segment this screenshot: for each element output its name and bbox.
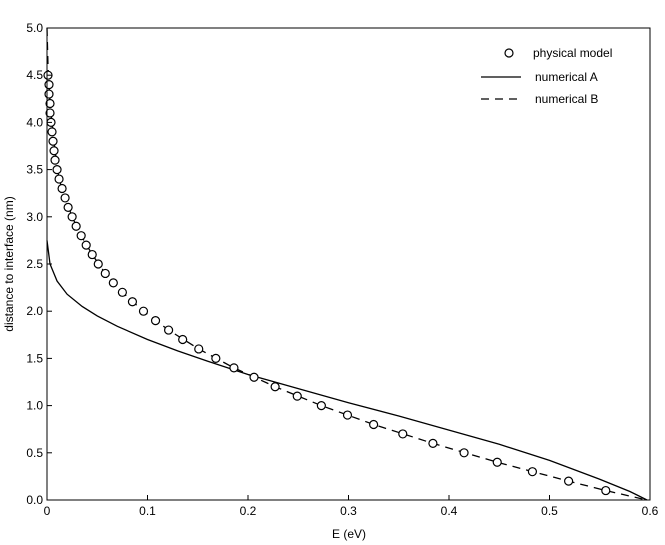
data-point (249, 372, 259, 382)
legend-label-physical-model: physical model (533, 46, 612, 60)
y-tick-label: 4.5 (26, 68, 43, 82)
legend: physical model numerical A numerical B (481, 46, 612, 106)
axes: 0 0.1 0.2 0.3 0.4 0.5 0.6 0.0 0.5 1.0 1.5 2.0 2.5 3.0… (26, 21, 658, 518)
x-tick-label: 0.6 (642, 504, 659, 518)
x-tick-label: 0.5 (541, 504, 558, 518)
y-tick-label: 1.5 (26, 351, 43, 365)
data-point (93, 259, 103, 269)
data-point (229, 363, 239, 373)
legend-label-numerical-b: numerical B (535, 92, 598, 106)
series-line-numerical-a (46, 240, 648, 501)
x-tick-label: 0 (44, 504, 51, 518)
y-axis-label: distance to interface (nm) (2, 196, 16, 331)
data-point (492, 457, 502, 467)
data-point (211, 353, 221, 363)
data-point (49, 146, 59, 156)
data-point (150, 316, 161, 326)
y-tick-label: 2.0 (26, 304, 43, 318)
data-point (54, 174, 64, 184)
data-point (316, 401, 326, 411)
data-point (63, 202, 73, 212)
plot-area (43, 27, 648, 501)
data-point (76, 231, 86, 241)
data-point (527, 467, 538, 477)
data-point (601, 485, 611, 496)
data-point (342, 410, 353, 420)
data-point (398, 429, 408, 439)
legend-marker-physical-model (504, 48, 514, 58)
data-point (108, 278, 118, 288)
data-point (459, 448, 469, 458)
x-tick-label: 0.2 (240, 504, 257, 518)
y-tick-label: 1.0 (26, 399, 43, 413)
data-point (47, 127, 57, 137)
data-point (127, 297, 138, 307)
data-point (117, 287, 127, 297)
data-point (81, 240, 91, 250)
y-tick-label: 0.0 (26, 493, 43, 507)
x-axis-label: E (eV) (332, 527, 366, 541)
y-tick-label: 4.0 (26, 115, 43, 129)
data-point (48, 136, 58, 146)
data-point (428, 438, 438, 448)
x-tick-label: 0.3 (340, 504, 357, 518)
data-point (164, 325, 174, 335)
data-point (369, 419, 379, 430)
data-point (50, 155, 60, 165)
data-point (57, 183, 67, 194)
data-point (100, 268, 110, 279)
x-tick-label: 0.4 (441, 504, 458, 518)
y-tick-label: 5.0 (26, 21, 43, 35)
data-point (45, 108, 55, 118)
x-tick-label: 0.1 (139, 504, 156, 518)
data-point (194, 344, 204, 354)
data-point (52, 165, 62, 175)
data-point (60, 193, 70, 203)
y-tick-label: 2.5 (26, 257, 43, 271)
data-point (67, 212, 77, 222)
y-tick-label: 3.0 (26, 210, 43, 224)
legend-label-numerical-a: numerical A (535, 70, 598, 84)
data-point (563, 476, 574, 486)
data-point (87, 249, 97, 260)
data-point (178, 334, 188, 345)
data-point (45, 98, 55, 109)
data-point (71, 221, 81, 231)
data-point (270, 382, 280, 392)
data-point (292, 391, 302, 401)
data-point (44, 89, 54, 99)
y-tick-label: 3.5 (26, 163, 43, 177)
data-point (138, 306, 149, 316)
data-point (44, 80, 54, 90)
y-tick-label: 0.5 (26, 446, 43, 460)
